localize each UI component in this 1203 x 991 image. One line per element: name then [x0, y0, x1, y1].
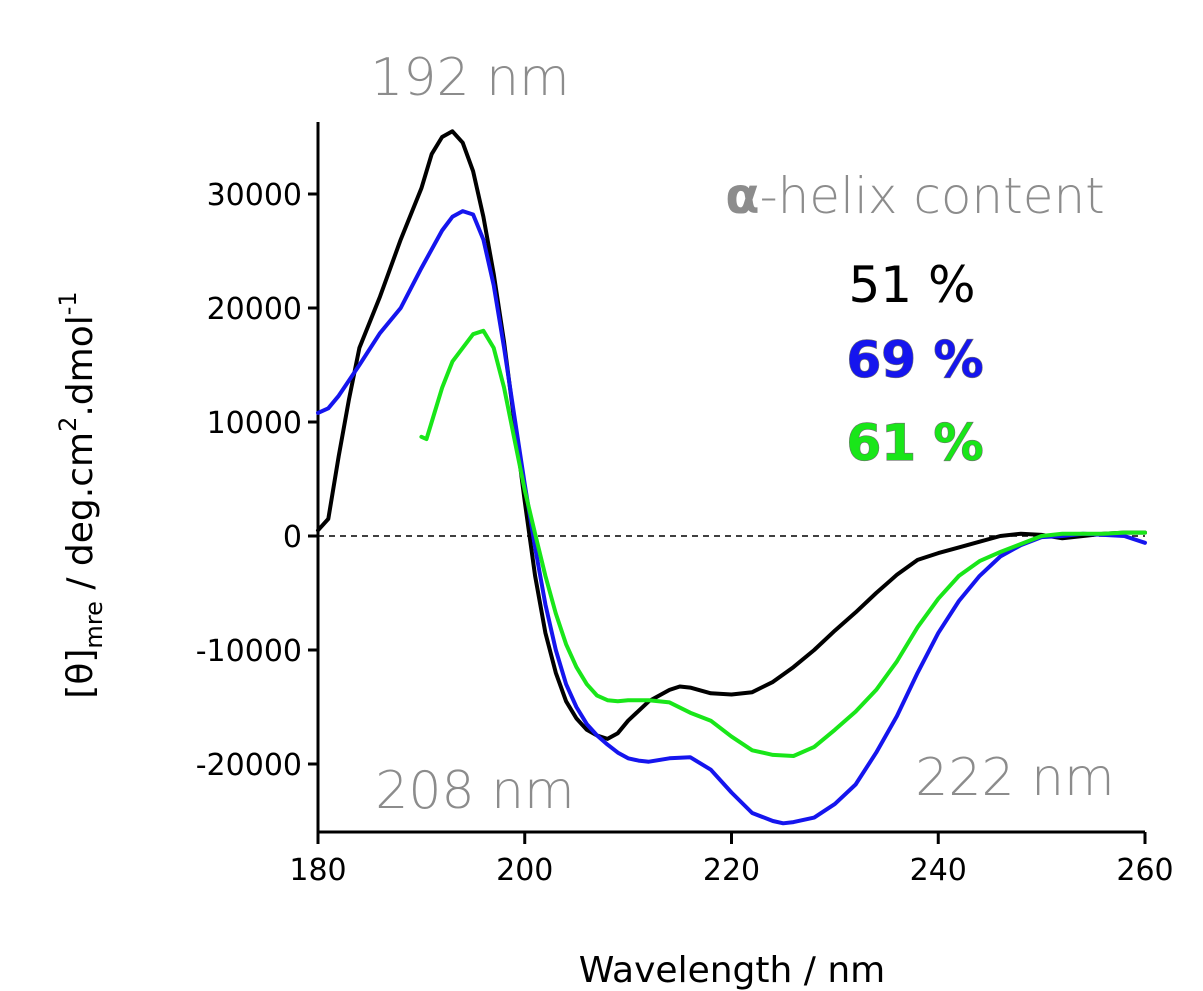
legend-entry-blue: 69 %: [846, 331, 983, 389]
helix-title-rest: -helix content: [760, 167, 1105, 225]
y-tick-label: -20000: [196, 748, 302, 783]
y-title-rest2: .dmol: [60, 315, 101, 416]
y-title-sup2: 2: [54, 417, 82, 432]
y-tick-label: 10000: [207, 406, 302, 441]
series-layer: [316, 129, 1147, 826]
y-tick-label: 30000: [207, 178, 302, 213]
svg-text:[θ]mre / deg.cm2.dmol-1: [θ]mre / deg.cm2.dmol-1: [54, 291, 108, 698]
x-tick-label: 180: [289, 853, 346, 888]
series-line-2: [419, 328, 1147, 758]
plot-area: 30000 20000 10000 0 -10000 -20000 180 200 220 240…: [196, 122, 1174, 888]
x-tick-label: 260: [1116, 853, 1173, 888]
annotation-208nm: 208 nm: [375, 761, 574, 821]
x-tick-label: 240: [910, 853, 967, 888]
x-tick-label: 220: [703, 853, 760, 888]
y-title-main: [θ]: [60, 649, 101, 699]
legend-entry-green: 61 %: [846, 414, 983, 472]
y-title-sup3: -1: [54, 291, 82, 315]
x-tick-label: 200: [496, 853, 553, 888]
annotation-192nm: 192 nm: [370, 48, 569, 108]
y-tick-label: 0: [283, 520, 302, 555]
y-title-rest: / deg.cm: [60, 432, 101, 601]
y-axis-title: [θ]mre / deg.cm2.dmol-1: [54, 291, 108, 698]
series-line-0: [316, 129, 1147, 741]
x-axis-title: Wavelength / nm: [579, 950, 885, 991]
helix-content-title: α-helix content: [725, 167, 1105, 225]
annotation-222nm: 222 nm: [915, 748, 1114, 808]
series-line-1: [316, 209, 1147, 826]
y-tick-label: -10000: [196, 634, 302, 669]
y-title-sub: mre: [80, 601, 108, 648]
alpha-symbol: α: [725, 167, 759, 225]
y-tick-label: 20000: [207, 292, 302, 327]
legend-entry-black: 51 %: [848, 256, 975, 314]
